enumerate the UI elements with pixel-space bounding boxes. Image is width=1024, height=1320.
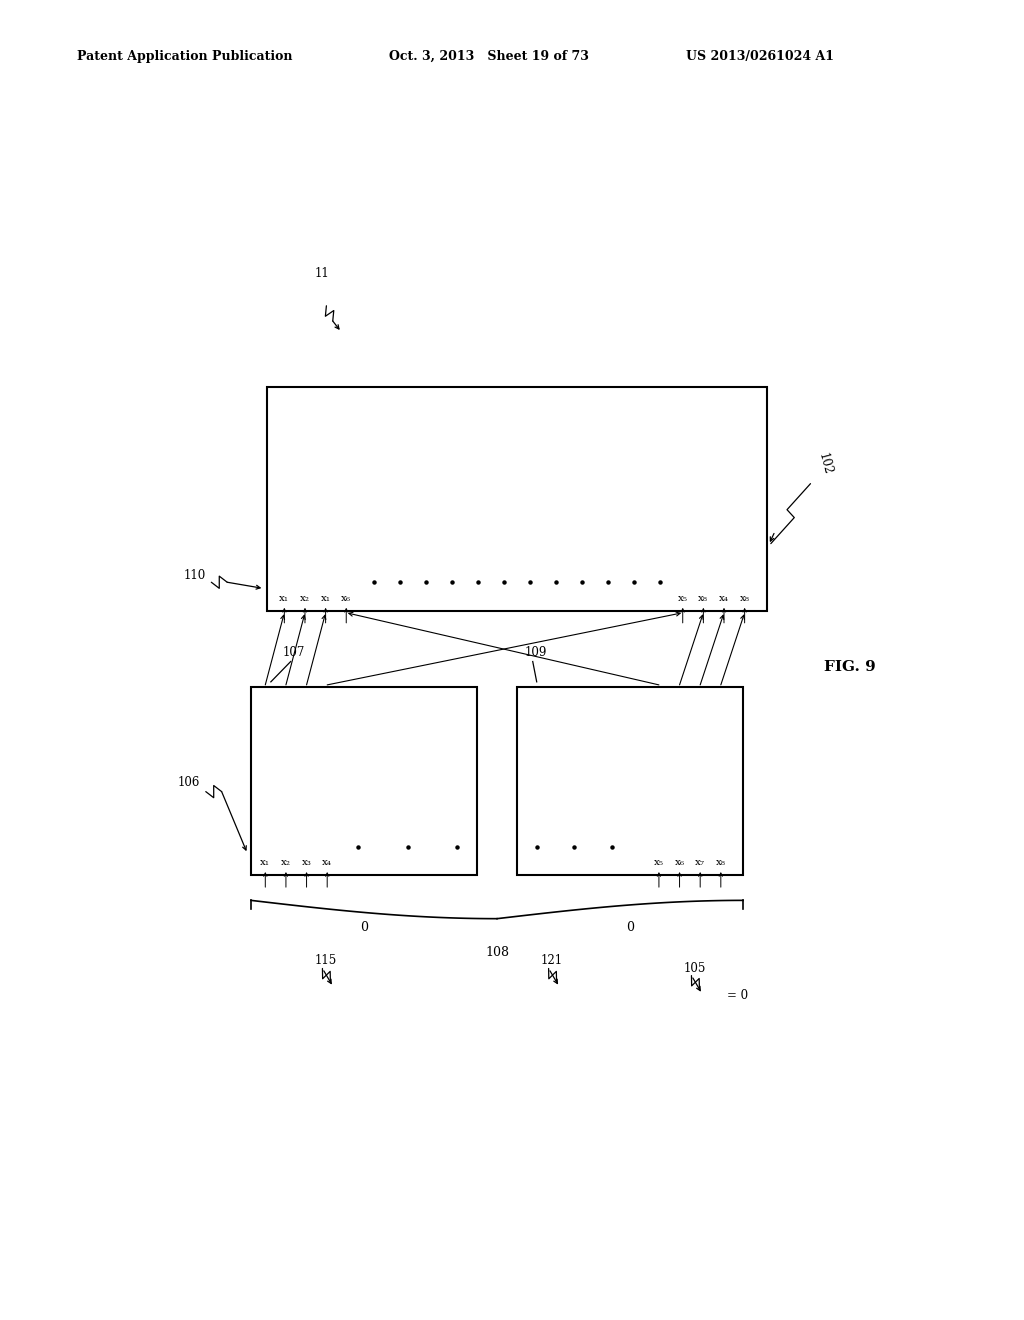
- Text: x₄: x₄: [323, 858, 332, 867]
- Text: x₅: x₅: [678, 594, 688, 602]
- Text: 106: 106: [178, 776, 201, 788]
- Text: Patent Application Publication: Patent Application Publication: [77, 50, 292, 63]
- Bar: [267, 387, 767, 611]
- Text: 102: 102: [816, 451, 835, 477]
- Text: 0: 0: [360, 921, 368, 933]
- Text: x₃: x₃: [302, 858, 311, 867]
- Text: x₄: x₄: [719, 594, 729, 602]
- Text: 108: 108: [485, 946, 509, 960]
- Text: x₈: x₈: [739, 594, 750, 602]
- Text: 110: 110: [183, 569, 206, 582]
- Text: x₁: x₁: [260, 858, 270, 867]
- Text: x₁: x₁: [321, 594, 331, 602]
- Text: 115: 115: [314, 954, 337, 968]
- Text: 121: 121: [541, 954, 563, 968]
- Text: US 2013/0261024 A1: US 2013/0261024 A1: [686, 50, 835, 63]
- Text: x₂: x₂: [281, 858, 291, 867]
- Text: FIG. 9: FIG. 9: [824, 660, 877, 673]
- Text: x₆: x₆: [341, 594, 351, 602]
- Text: x₁: x₁: [280, 594, 290, 602]
- Text: = 0: = 0: [727, 989, 749, 1002]
- Text: 11: 11: [314, 268, 330, 280]
- Text: x₅: x₅: [654, 858, 664, 867]
- Text: 109: 109: [524, 647, 547, 660]
- Bar: [251, 686, 477, 875]
- Text: x₇: x₇: [695, 858, 706, 867]
- Text: Oct. 3, 2013   Sheet 19 of 73: Oct. 3, 2013 Sheet 19 of 73: [389, 50, 589, 63]
- Text: 107: 107: [283, 647, 305, 660]
- Bar: [517, 686, 743, 875]
- Text: x₂: x₂: [300, 594, 310, 602]
- Text: x₈: x₈: [698, 594, 709, 602]
- Text: x₆: x₆: [675, 858, 685, 867]
- Text: 105: 105: [684, 961, 706, 974]
- Text: x₈: x₈: [716, 858, 726, 867]
- Text: 0: 0: [626, 921, 634, 933]
